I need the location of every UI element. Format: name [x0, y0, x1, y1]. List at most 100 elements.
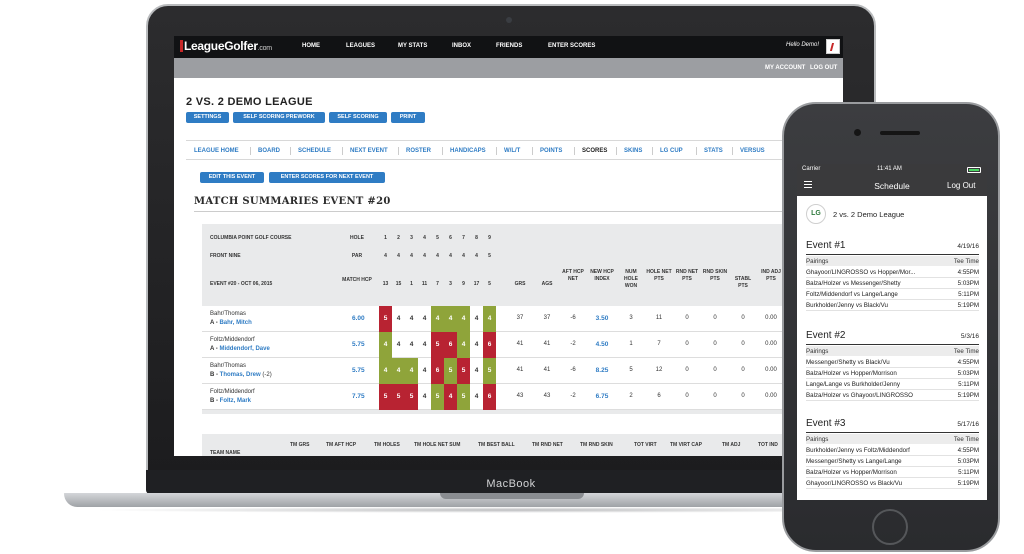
- stat-value: 6: [657, 393, 661, 399]
- tab-lg-cup[interactable]: LG CUP: [660, 148, 683, 154]
- tab-league-home[interactable]: LEAGUE HOME: [194, 148, 239, 154]
- stat-value: 3: [629, 315, 633, 321]
- player-link[interactable]: B - Foltz, Mark: [210, 398, 252, 404]
- list-item[interactable]: Ghayoor/LINGROSSO vs Black/Vu 5:19PM: [806, 478, 979, 489]
- tab-divider: [398, 147, 399, 155]
- nav-inbox[interactable]: INBOX: [452, 43, 472, 49]
- hole-score: 4: [392, 358, 405, 384]
- tab-scores[interactable]: SCORES: [582, 148, 608, 154]
- event-title[interactable]: Event #2: [806, 330, 846, 341]
- player-link[interactable]: A - Middendorf, Dave: [210, 346, 270, 352]
- list-item[interactable]: Messenger/Shetty vs Lange/Lange 5:03PM: [806, 456, 979, 467]
- team-column-header: TM RND SKIN: [580, 442, 613, 448]
- list-item[interactable]: Burkholder/Jenny vs Black/Vu 5:19PM: [806, 300, 979, 311]
- nav-enter-scores[interactable]: ENTER SCORES: [548, 43, 596, 49]
- new-hcp-index[interactable]: 4.50: [595, 341, 609, 348]
- laptop-notch: [440, 493, 584, 499]
- hole-handicap: 11: [421, 281, 428, 287]
- list-item[interactable]: Foltz/Middendorf vs Lange/Lange 5:11PM: [806, 289, 979, 300]
- new-hcp-index[interactable]: 6.75: [595, 393, 609, 400]
- nav-friends[interactable]: FRIENDS: [496, 43, 523, 49]
- hole-score: 5: [483, 358, 496, 384]
- self-scoring-prework-button[interactable]: SELF SCORING PREWORK: [233, 112, 325, 123]
- list-item[interactable]: Balza/Holzer vs Ghayoor/LINGROSSO 5:19PM: [806, 390, 979, 401]
- hole-handicap: 7: [436, 281, 439, 287]
- team-column-header: TM AFT HCP: [326, 442, 357, 448]
- match-hcp-value[interactable]: 5.75: [352, 341, 365, 348]
- hole-par: 4: [397, 253, 400, 259]
- list-item[interactable]: Balza/Holzer vs Hopper/Morrison 5:03PM: [806, 368, 979, 379]
- tab-stats[interactable]: STATS: [704, 148, 723, 154]
- tab-skins[interactable]: SKINS: [624, 148, 643, 154]
- greeting: Hello Demo!: [786, 42, 820, 48]
- pairings-header: Pairings Tee Time: [806, 346, 979, 356]
- site-logo[interactable]: LeagueGolfer.com: [180, 39, 272, 53]
- pairings-label: Pairings: [806, 348, 829, 355]
- list-item[interactable]: Ghayoor/LINGROSSO vs Hopper/Mor... 4:55PM: [806, 267, 979, 278]
- hole-number: 1: [384, 235, 387, 241]
- new-hcp-index[interactable]: 3.50: [595, 315, 609, 322]
- stat-value: 2: [629, 393, 633, 399]
- page-content: 2 VS. 2 DEMO LEAGUE SETTINGS SELF SCORIN…: [174, 78, 843, 456]
- tab-divider: [290, 147, 291, 155]
- tab-versus[interactable]: VERSUS: [740, 148, 765, 154]
- edit-event-button[interactable]: EDIT THIS EVENT: [200, 172, 264, 183]
- nav-home[interactable]: HOME: [302, 43, 320, 49]
- stat-value: 0: [685, 341, 689, 347]
- settings-button[interactable]: SETTINGS: [186, 112, 229, 123]
- stat-value: 5: [629, 367, 633, 373]
- event-divider: [806, 344, 979, 345]
- tab-divider: [616, 147, 617, 155]
- print-button[interactable]: PRINT: [391, 112, 425, 123]
- enter-scores-next-event-button[interactable]: ENTER SCORES FOR NEXT EVENT: [269, 172, 385, 183]
- stat-value: 1: [629, 341, 633, 347]
- tab-next-event[interactable]: NEXT EVENT: [350, 148, 388, 154]
- event-title[interactable]: Event #3: [806, 418, 846, 429]
- self-scoring-button[interactable]: SELF SCORING: [329, 112, 387, 123]
- log-out-link[interactable]: LOG OUT: [810, 65, 838, 71]
- nav-leagues[interactable]: LEAGUES: [346, 43, 376, 49]
- league-name[interactable]: 2 vs. 2 Demo League: [833, 210, 905, 219]
- player-link[interactable]: B - Thomas, Drew (-2): [210, 372, 272, 378]
- hole-score: 4: [422, 341, 427, 348]
- carrier-label: Carrier: [802, 166, 821, 172]
- match-hcp-value[interactable]: 5.75: [352, 367, 365, 374]
- list-item[interactable]: Messenger/Shetty vs Black/Vu 4:55PM: [806, 357, 979, 368]
- event-divider: [806, 254, 979, 255]
- new-hcp-index[interactable]: 8.25: [595, 367, 609, 374]
- list-item[interactable]: Balza/Holzer vs Messenger/Shetty 5:03PM: [806, 278, 979, 289]
- hole-score: 4: [483, 306, 496, 332]
- tab-points[interactable]: POINTS: [540, 148, 563, 154]
- player-link[interactable]: A - Bahr, Mitch: [210, 320, 252, 326]
- menu-icon[interactable]: [804, 181, 812, 188]
- pairing-text: Foltz/Middendorf vs Lange/Lange: [806, 291, 898, 298]
- tab-wlt[interactable]: W/L/T: [504, 148, 521, 154]
- flight-label: A -: [210, 346, 220, 352]
- my-account-link[interactable]: MY ACCOUNT: [765, 65, 806, 71]
- match-hcp-value[interactable]: 7.75: [352, 393, 365, 400]
- tab-handicaps[interactable]: HANDICAPS: [450, 148, 486, 154]
- logo-suffix: .com: [257, 45, 272, 52]
- stat-header: STABL PTS: [734, 276, 752, 289]
- tab-divider: [574, 147, 575, 155]
- clock: 11:41 AM: [877, 166, 902, 172]
- event-title[interactable]: Event #1: [806, 240, 846, 251]
- pairing-text: Balza/Holzer vs Hopper/Morrison: [806, 370, 897, 377]
- tab-divider: [652, 147, 653, 155]
- tab-roster[interactable]: ROSTER: [406, 148, 432, 154]
- tee-time: 5:19PM: [957, 392, 979, 399]
- stat-value: 7: [657, 341, 661, 347]
- home-button[interactable]: [872, 509, 908, 545]
- nav-my-stats[interactable]: MY STATS: [398, 43, 428, 49]
- tab-board[interactable]: BOARD: [258, 148, 280, 154]
- list-item[interactable]: Burkholder/Jenny vs Foltz/Middendorf 4:55…: [806, 445, 979, 456]
- pairing-text: Balza/Holzer vs Messenger/Shetty: [806, 280, 901, 287]
- list-item[interactable]: Lange/Lange vs Burkholder/Jenny 5:11PM: [806, 379, 979, 390]
- match-hcp-value[interactable]: 6.00: [352, 315, 365, 322]
- flag-icon: [180, 40, 183, 52]
- hole-number: 2: [397, 235, 400, 241]
- list-item[interactable]: Balza/Holzer vs Hopper/Morrison 5:11PM: [806, 467, 979, 478]
- tab-schedule[interactable]: SCHEDULE: [298, 148, 332, 154]
- log-out-button[interactable]: Log Out: [947, 181, 976, 190]
- avatar[interactable]: [826, 39, 840, 54]
